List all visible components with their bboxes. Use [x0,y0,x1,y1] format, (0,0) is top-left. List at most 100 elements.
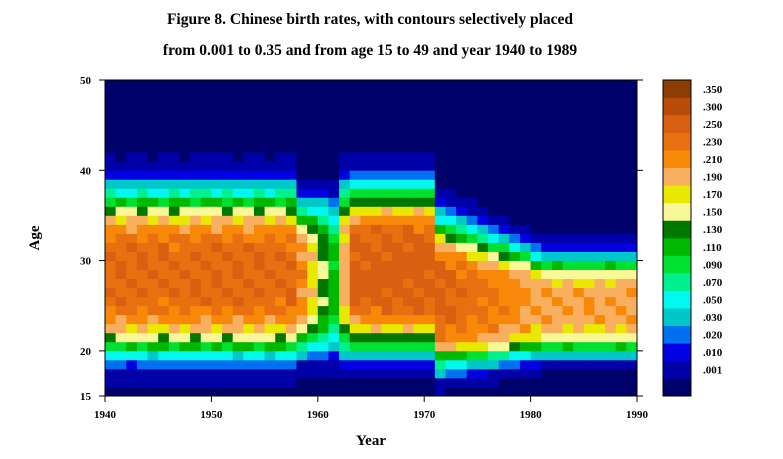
heat-cell [296,143,308,153]
heat-cell [594,350,606,361]
heat-cell [434,125,446,135]
heat-cell [424,287,436,298]
heat-cell [243,305,255,316]
heat-cell [381,314,393,325]
heat-cell [296,278,308,289]
heat-cell [477,98,489,108]
heat-cell [222,305,234,316]
heat-cell [573,287,585,298]
legend-label: .130 [703,224,723,236]
heat-cell [551,278,563,289]
heat-cell [434,161,446,171]
heat-cell [275,386,287,397]
heat-cell [402,287,414,298]
heat-cell [349,305,361,316]
heat-cell [551,287,563,298]
heat-cell [275,242,287,252]
heat-cell [541,359,553,370]
heat-cell [434,377,446,388]
heat-cell [190,341,202,352]
heat-cell [424,278,436,289]
heat-cell [594,251,606,261]
heat-cell [381,179,393,189]
heat-cell [136,296,148,307]
legend-swatch [663,343,691,362]
heat-cell [126,116,138,126]
heat-cell [519,107,531,117]
heat-cell [136,197,148,207]
heat-cell [105,260,117,270]
heat-cell [402,332,414,343]
heat-cell [307,224,319,234]
heat-cell [115,152,127,162]
legend-label: .030 [703,312,723,324]
heat-cell [573,98,585,108]
heat-cell [605,269,617,280]
heat-cell [179,161,191,171]
heat-cell [413,287,425,298]
heat-cell [392,287,404,298]
heat-cell [360,224,372,234]
heat-cell [371,323,383,334]
heat-cell [211,296,223,307]
heat-cell [573,278,585,289]
heat-cell [402,233,414,243]
heat-cell [168,269,180,280]
heat-cell [445,368,457,379]
heat-cell [253,377,265,388]
heat-cell [179,134,191,144]
heat-cell [190,233,202,243]
heat-cell [105,368,117,379]
heat-cell [392,197,404,207]
heat-cell [381,242,393,252]
heat-cell [477,233,489,243]
heat-cell [328,224,340,234]
heat-cell [381,143,393,153]
heat-cell [264,323,276,334]
heat-cell [232,368,244,379]
heat-cell [594,359,606,370]
heat-cell [136,188,148,198]
heat-cell [530,188,542,198]
heat-cell [136,215,148,225]
heat-cell [615,80,627,90]
heat-cell [349,242,361,252]
heat-cell [349,269,361,280]
heat-cell [307,341,319,352]
heat-cell [253,359,265,370]
heat-cell [211,197,223,207]
heat-cell [200,206,212,216]
heat-cell [317,215,329,225]
heat-cell [339,296,351,307]
heat-cell [339,125,351,135]
heat-cell [573,179,585,189]
heat-cell [105,269,117,280]
heat-cell [168,98,180,108]
heat-cell [594,377,606,388]
heat-cell [243,278,255,289]
heat-cell [168,179,180,189]
heat-cell [541,89,553,99]
heat-cell [424,233,436,243]
heat-cell [158,368,170,379]
heat-cell [498,143,510,153]
heat-cell [519,251,531,261]
heat-cell [434,314,446,325]
heat-cell [381,260,393,270]
heat-cell [434,323,446,334]
heat-cell [477,386,489,397]
heat-cell [551,134,563,144]
heat-cell [328,368,340,379]
heat-cell [477,125,489,135]
heat-cell [530,296,542,307]
heat-cell [530,80,542,90]
heat-cell [349,179,361,189]
heat-cell [541,170,553,180]
heat-cell [328,116,340,126]
heat-cell [551,368,563,379]
heat-cell [413,296,425,307]
heat-cell [158,143,170,153]
heat-cell [381,188,393,198]
heat-cell [253,332,265,343]
heat-cell [147,89,159,99]
